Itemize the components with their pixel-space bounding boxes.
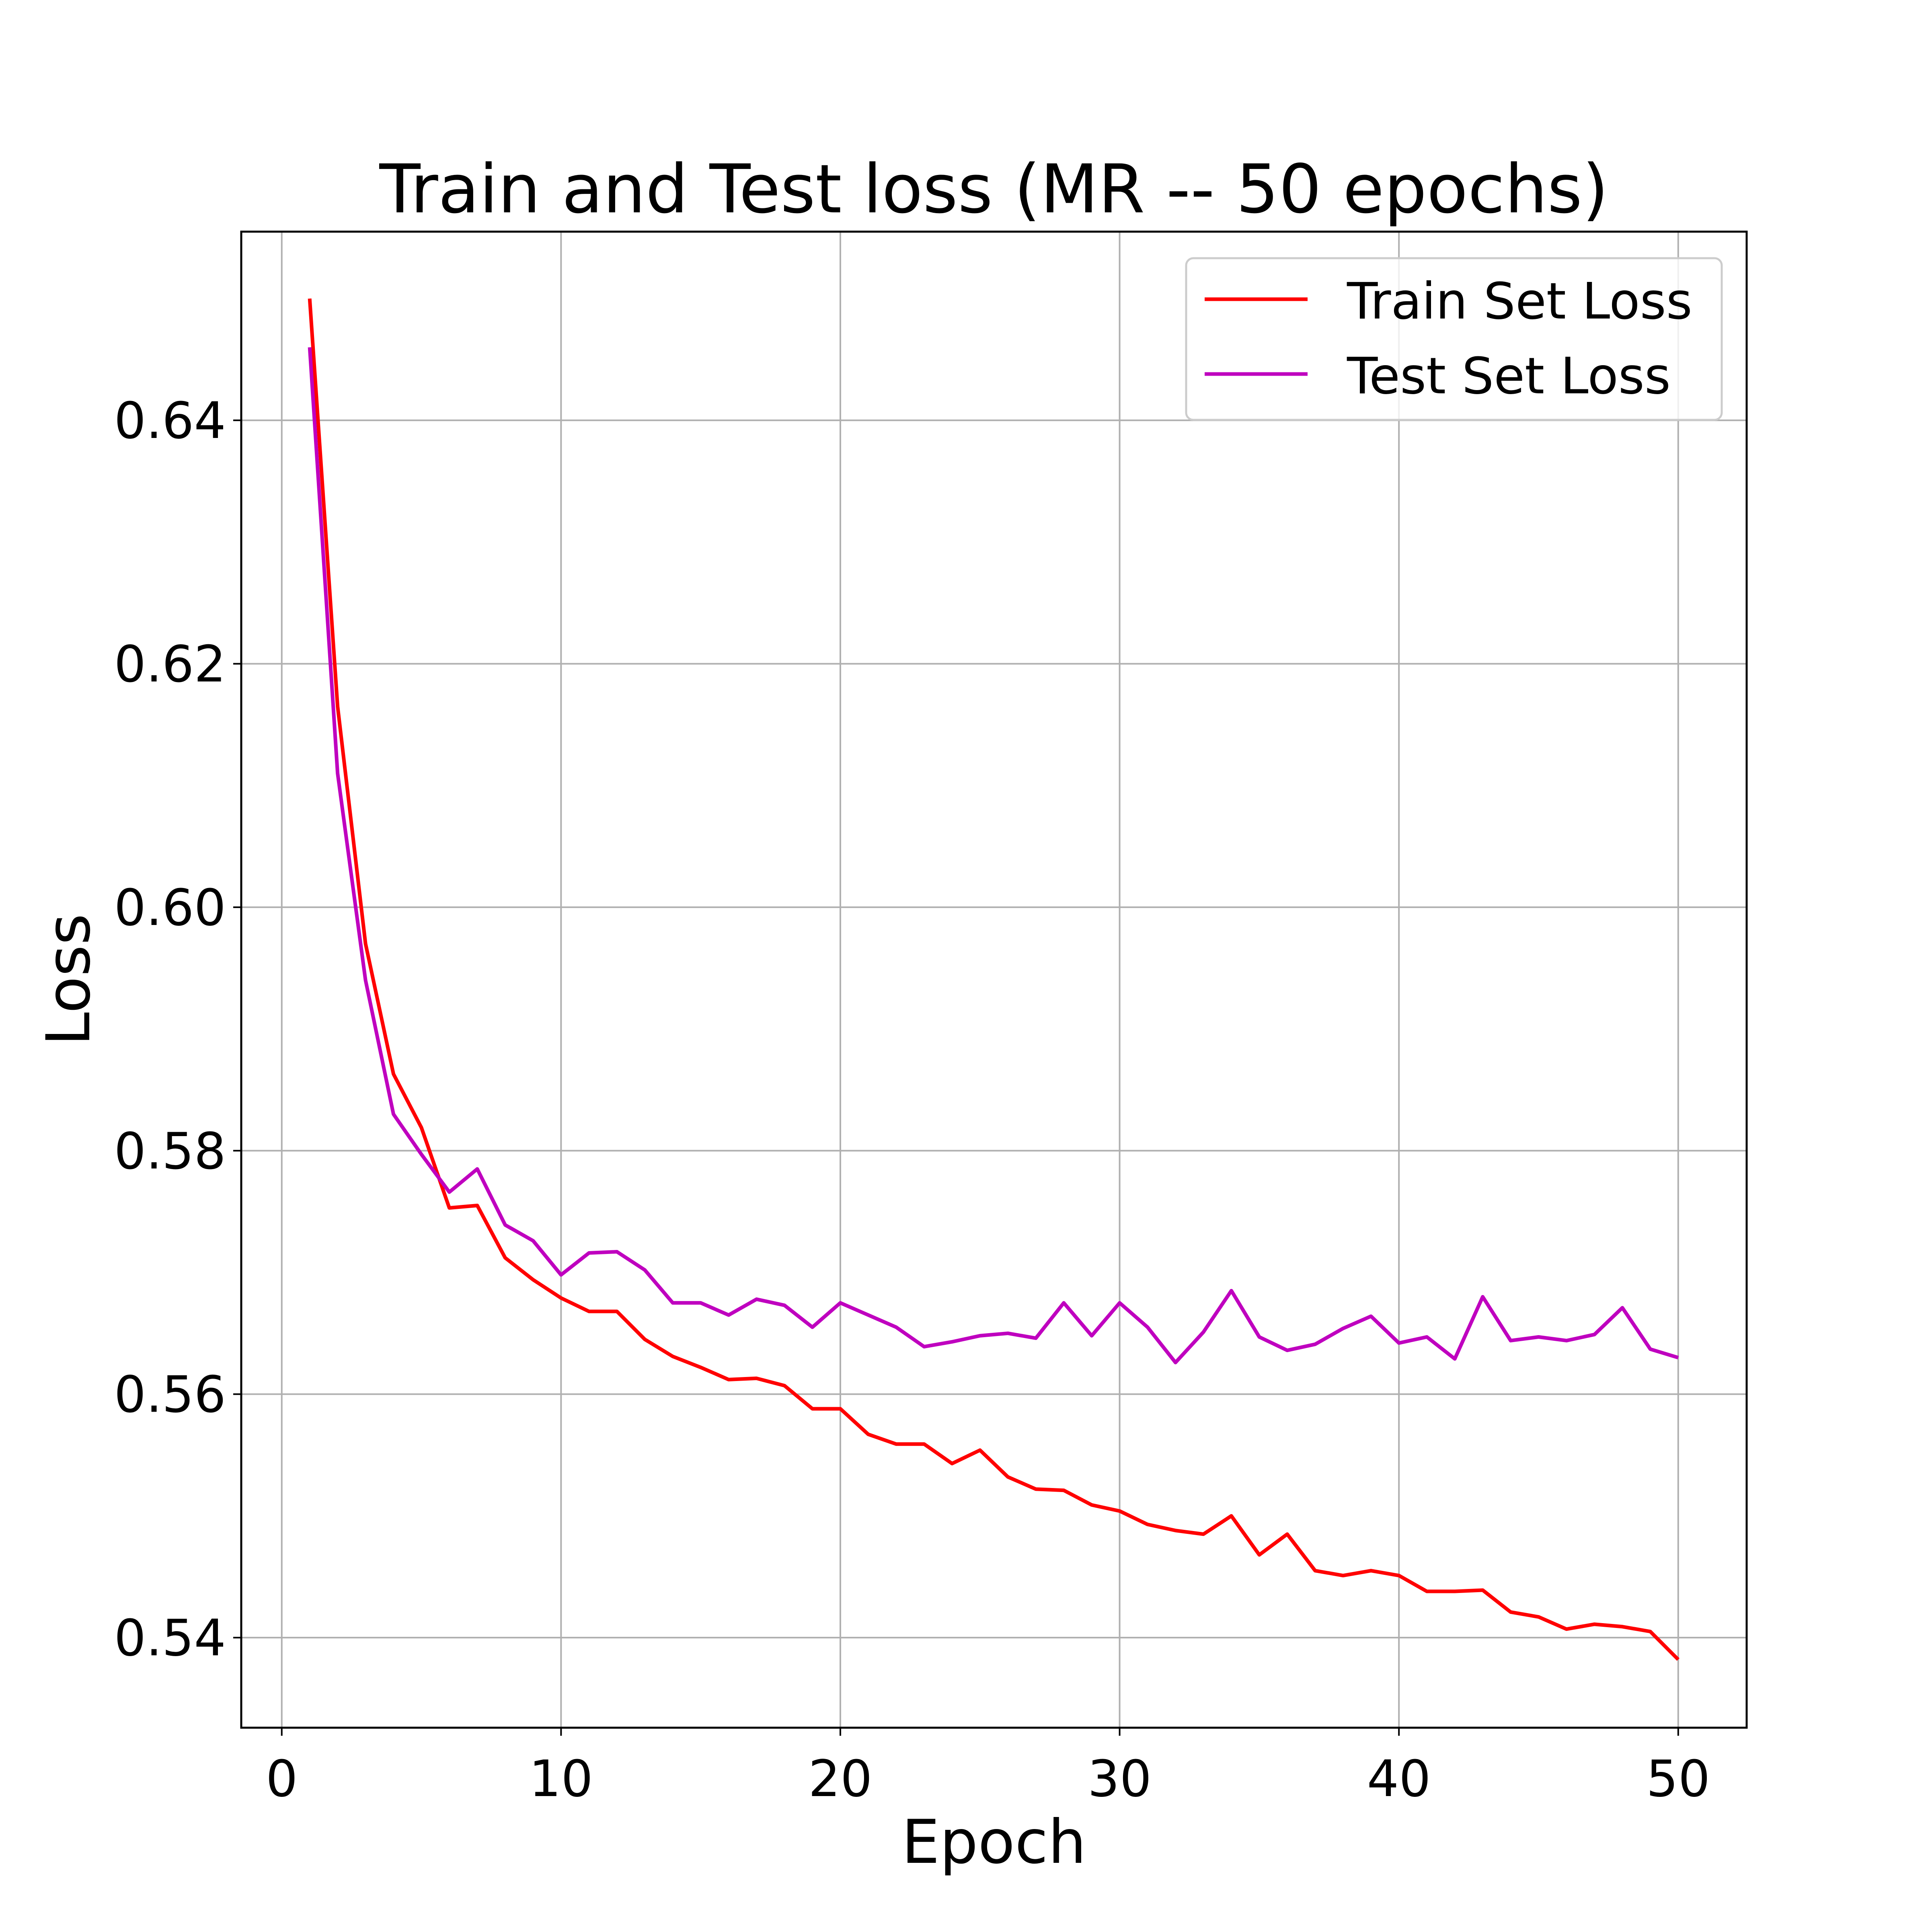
grid-lines <box>241 232 1747 1728</box>
y-tick-label: 0.64 <box>114 392 226 450</box>
legend-label-train: Train Set Loss <box>1347 272 1692 331</box>
y-tick-label: 0.54 <box>114 1609 226 1667</box>
chart-title: Train and Test loss (MR -- 50 epochs) <box>379 150 1609 228</box>
series-line-train-set-loss <box>308 298 1680 1661</box>
x-axis-label: Epoch <box>901 1807 1086 1877</box>
x-tick-label: 50 <box>1646 1750 1710 1808</box>
y-tick-label: 0.62 <box>114 635 226 694</box>
x-tick-label: 10 <box>529 1750 593 1808</box>
legend-label-test: Test Set Loss <box>1347 347 1671 405</box>
y-axis-label: Loss <box>34 913 104 1046</box>
y-tick-label: 0.58 <box>114 1122 226 1180</box>
plot-area-frame <box>240 230 1748 1729</box>
y-tick-label: 0.56 <box>114 1366 226 1424</box>
axis-ticks: 0 10 20 30 40 50 0.54 0.56 0.58 0.60 0.62 0.64 <box>114 392 1710 1808</box>
x-tick-label: 40 <box>1367 1750 1431 1808</box>
legend-frame <box>1185 257 1723 421</box>
series-line-test-set-loss <box>308 347 1679 1365</box>
x-tick-label: 20 <box>808 1750 872 1808</box>
x-tick-label: 30 <box>1088 1750 1152 1808</box>
x-tick-label: 0 <box>266 1750 298 1808</box>
legend: Train Set Loss Test Set Loss <box>1185 257 1723 421</box>
y-tick-label: 0.60 <box>114 879 226 937</box>
series-lines <box>308 298 1680 1661</box>
